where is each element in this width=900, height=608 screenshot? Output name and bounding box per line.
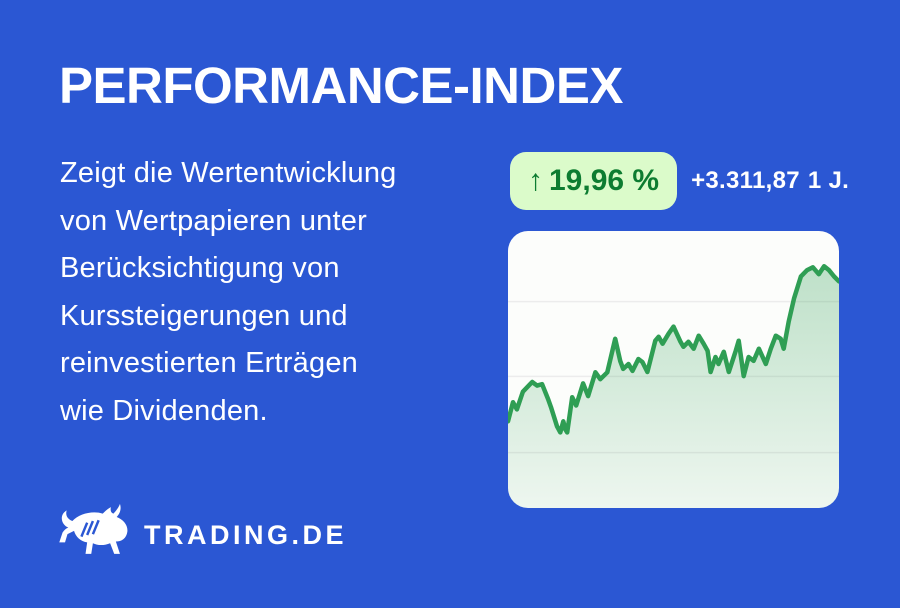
brand-logo: TRADING.DE <box>56 502 347 568</box>
page-title: PERFORMANCE-INDEX <box>59 57 623 114</box>
description-line: reinvestierten Erträgen <box>60 347 358 379</box>
description-line: Zeigt die Wertentwicklung <box>60 157 397 189</box>
description-line: Berücksichtigung von <box>60 252 340 284</box>
change-text: +3.311,87 1 J. <box>691 167 849 195</box>
chart-line <box>508 263 839 435</box>
performance-stats: ↑ 19,96 % +3.311,87 1 J. <box>510 152 849 210</box>
performance-chart <box>508 231 839 508</box>
description-line: Kurssteigerungen und <box>60 299 348 332</box>
percent-value: 19,96 % <box>549 164 660 197</box>
period-label: 1 J. <box>807 167 850 194</box>
performance-badge: ↑ 19,96 % <box>510 152 678 210</box>
description-line: wie Dividenden. <box>60 394 268 427</box>
change-value: +3.311,87 <box>691 167 800 194</box>
brand-name: TRADING.DE <box>144 519 347 550</box>
description-line: von Wertpapieren unter <box>60 204 367 237</box>
bull-icon <box>59 503 128 554</box>
up-arrow-icon: ↑ <box>528 164 543 197</box>
chart-card <box>508 231 839 508</box>
description-text: Zeigt die Wertentwicklung von Wertpapiere… <box>60 150 500 435</box>
chart-area-fill <box>508 266 839 508</box>
